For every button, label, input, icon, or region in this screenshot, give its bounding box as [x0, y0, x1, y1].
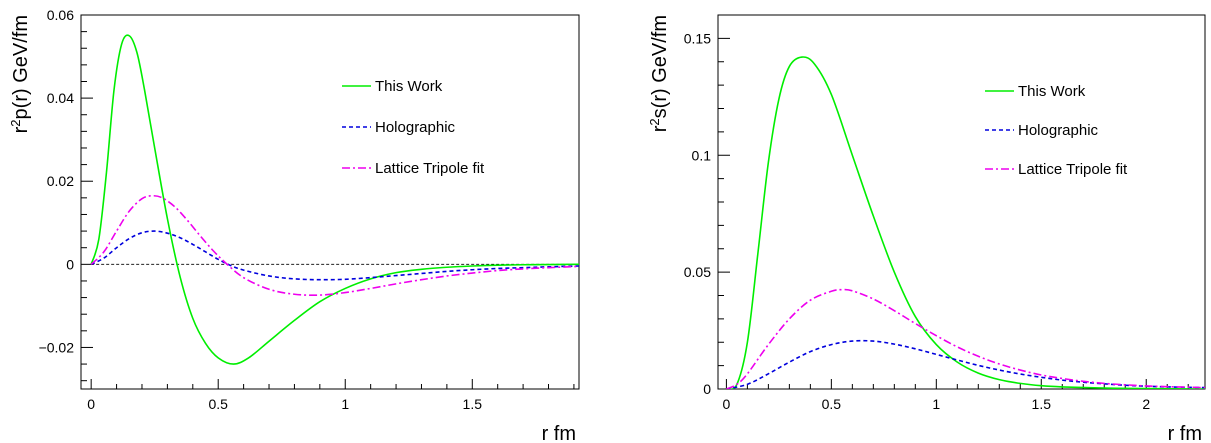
y-tick-label: 0 [66, 256, 74, 272]
y-tick-label: 0.1 [692, 147, 712, 163]
series-line-lattice-tripole-fit [726, 288, 1205, 389]
legend-entry-label: Holographic [1018, 122, 1099, 139]
y-axis-title-base: r [649, 125, 671, 132]
y-axis-title-rest: s(r) GeV/fm [649, 15, 671, 118]
plot-frame [80, 14, 580, 390]
x-tick-label: 0 [722, 396, 730, 412]
x-axis-title: r fm [1168, 423, 1202, 443]
y-tick-label: 0.04 [47, 90, 74, 106]
x-tick-label: 1.5 [463, 396, 483, 412]
legend-entry-label: Lattice Tripole fit [375, 160, 485, 177]
y-axis-title: r2s(r) GeV/fm [647, 15, 671, 132]
x-tick-label: 2 [1142, 396, 1150, 412]
y-axis-title-superscript: 2 [647, 118, 662, 125]
x-tick-label: 0 [87, 396, 95, 412]
series-line-holographic [726, 339, 1205, 389]
x-axis-title: r fm [542, 423, 576, 443]
series-line-holographic [90, 230, 579, 281]
y-tick-label: 0 [703, 381, 711, 397]
y-axis-title-base: r [10, 126, 32, 133]
y-tick-label: 0.02 [47, 173, 74, 189]
y-axis-title-rest: p(r) GeV/fm [10, 15, 32, 119]
series-line-this-work [726, 56, 1205, 389]
y-axis-title-superscript: 2 [8, 119, 23, 126]
series-line-lattice-tripole-fit [90, 194, 579, 297]
y-tick-label: 0.06 [47, 7, 74, 23]
x-tick-label: 0.5 [822, 396, 842, 412]
y-tick-label: −0.02 [39, 339, 75, 355]
legend-entry-label: Holographic [375, 119, 456, 136]
chart-panel-1: 0 0.5 1 1.5 −0.02 0 0.02 0.04 0.06 r fm r2p(r) GeV… [8, 7, 580, 443]
y-tick-label: 0.05 [684, 264, 711, 280]
series-line-this-work [90, 34, 579, 365]
x-tick-label: 1 [932, 396, 940, 412]
x-tick-label: 1.5 [1032, 396, 1052, 412]
y-tick-label: 0.15 [684, 30, 711, 46]
x-tick-label: 0.5 [208, 396, 228, 412]
x-tick-label: 1 [341, 396, 349, 412]
y-axis-title: r2p(r) GeV/fm [8, 15, 32, 133]
legend-entry-label: Lattice Tripole fit [1018, 161, 1128, 178]
legend-entry-label: This Work [375, 78, 443, 95]
plot-frame [717, 14, 1206, 390]
legend-entry-label: This Work [1018, 83, 1086, 100]
